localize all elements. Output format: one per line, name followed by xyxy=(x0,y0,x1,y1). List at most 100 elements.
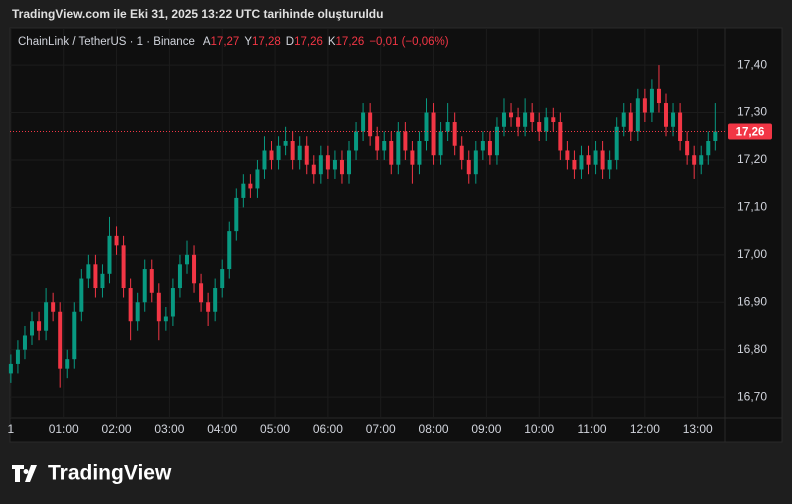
candle-body xyxy=(699,155,704,165)
candle-body xyxy=(354,131,359,151)
y-tick-label: 17,10 xyxy=(737,200,767,214)
candle-body xyxy=(628,112,633,132)
candle-body xyxy=(501,112,506,127)
candle-body xyxy=(135,302,140,322)
x-tick-label: 11:00 xyxy=(577,422,606,436)
x-tick-label: 03:00 xyxy=(154,422,184,436)
x-tick-label: 05:00 xyxy=(260,422,290,436)
x-tick-label: 01:00 xyxy=(49,422,79,436)
candle-body xyxy=(685,140,690,156)
candle-body xyxy=(192,254,197,284)
candle-body xyxy=(114,235,119,246)
candle-body xyxy=(142,269,147,303)
candle-body xyxy=(410,150,415,165)
candle-body xyxy=(206,302,211,312)
candle-body xyxy=(459,145,464,160)
candle-body xyxy=(121,245,126,289)
x-tick-label: 04:00 xyxy=(207,422,237,436)
candle-body xyxy=(678,112,683,141)
candle-body xyxy=(262,150,267,170)
candle-body xyxy=(635,98,640,132)
candle-body xyxy=(361,112,366,132)
candle-body xyxy=(487,140,492,156)
candle-body xyxy=(600,150,605,170)
last-price-label: 17,26 xyxy=(736,127,765,139)
legend-field-label: D xyxy=(286,36,294,48)
candle-body xyxy=(248,183,253,189)
candle-body xyxy=(297,145,302,160)
legend-field-label: K xyxy=(328,36,336,48)
candle-body xyxy=(290,140,295,160)
candle-body xyxy=(480,140,485,151)
brand-logo: TradingView xyxy=(12,462,172,485)
candle-body xyxy=(128,288,133,322)
candle-body xyxy=(318,155,323,175)
candle-body xyxy=(494,126,499,156)
candle-body xyxy=(332,159,337,170)
legend-field-value: 17,27 xyxy=(211,36,240,48)
candle-body xyxy=(649,88,654,113)
candle-body xyxy=(93,264,98,289)
candle-body xyxy=(15,349,20,364)
candle-body xyxy=(234,197,239,232)
candle-body xyxy=(156,292,161,322)
candle-body xyxy=(30,321,35,336)
candle-body xyxy=(706,140,711,156)
candle-body xyxy=(445,122,450,132)
candle-body xyxy=(558,122,563,151)
legend-symbol: ChainLink / TetherUS · 1 · Binance xyxy=(18,36,195,48)
candle-body xyxy=(72,311,77,360)
candle-body xyxy=(572,159,577,170)
candle-body xyxy=(375,136,380,151)
candle-body xyxy=(65,359,70,369)
x-tick-label: 08:00 xyxy=(419,422,449,436)
candle-body xyxy=(642,98,647,113)
brand-name: TradingView xyxy=(48,462,172,485)
x-tick-label: 10:00 xyxy=(524,422,554,436)
candle-body xyxy=(37,321,42,331)
x-tick-label: 12:00 xyxy=(630,422,660,436)
candle-body xyxy=(593,150,598,165)
candle-body xyxy=(537,122,542,132)
candle-body xyxy=(170,288,175,317)
candle-body xyxy=(177,264,182,289)
legend-field-label: A xyxy=(203,36,211,48)
candle-body xyxy=(551,117,556,123)
candle-body xyxy=(220,269,225,289)
candle-body xyxy=(199,283,204,303)
x-tick-label: 02:00 xyxy=(102,422,132,436)
y-tick-label: 16,70 xyxy=(737,389,767,403)
candle-body xyxy=(382,140,387,151)
legend-change: −0,01 (−0,06%) xyxy=(369,36,448,48)
candle-body xyxy=(530,112,535,123)
legend-field-label: Y xyxy=(244,36,252,48)
y-tick-label: 17,40 xyxy=(737,57,767,71)
candle-body xyxy=(347,150,352,175)
candle-body xyxy=(417,140,422,165)
candle-body xyxy=(403,131,408,151)
candle-body xyxy=(565,150,570,160)
candle-body xyxy=(227,231,232,270)
candle-body xyxy=(656,88,661,104)
candle-body xyxy=(614,126,619,160)
x-tick-label: 06:00 xyxy=(313,422,343,436)
candle-body xyxy=(107,235,112,274)
candle-body xyxy=(424,112,429,141)
grid xyxy=(10,28,725,418)
candle-body xyxy=(163,316,168,322)
x-tick-label: 09:00 xyxy=(471,422,501,436)
y-tick-label: 17,30 xyxy=(737,105,767,119)
candle-body xyxy=(664,103,669,127)
candle-body xyxy=(311,164,316,175)
candle-body xyxy=(184,254,189,265)
brand-icon xyxy=(12,465,37,482)
candle-body xyxy=(523,112,528,127)
candle-body xyxy=(473,150,478,175)
candle-body xyxy=(8,363,13,374)
x-tick-label: 13:00 xyxy=(683,422,713,436)
candle-body xyxy=(671,112,676,127)
y-tick-label: 16,80 xyxy=(737,342,767,356)
candle-body xyxy=(396,131,401,165)
candle-body xyxy=(269,150,274,160)
candle-body xyxy=(586,155,591,165)
